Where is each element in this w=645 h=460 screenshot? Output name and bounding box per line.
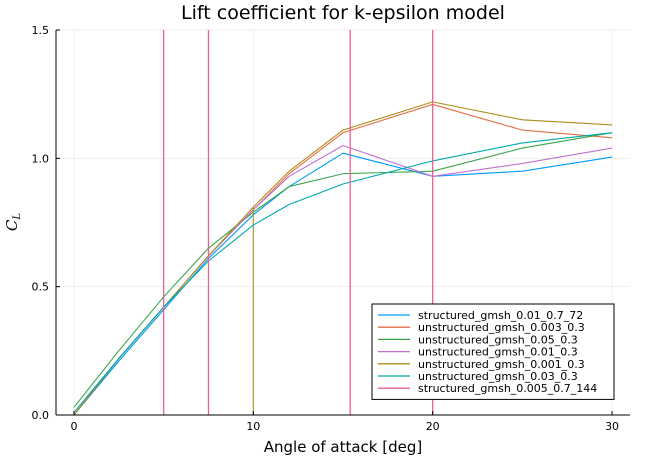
legend-item: unstructured_gmsh_0.003_0.3 [378,321,585,334]
series-line [73,152,613,416]
x-tick-label: 10 [246,420,260,433]
legend-label: unstructured_gmsh_0.03_0.3 [418,370,578,383]
series-layer [73,30,613,416]
legend-item: structured_gmsh_0.005_0.7_144 [378,382,597,395]
x-tick-label: 20 [426,420,440,433]
y-tick-label: 0.0 [32,409,50,422]
legend-item: unstructured_gmsh_0.01_0.3 [378,346,578,359]
y-axis-label-subscript: L [12,213,23,221]
axes: 0 10 20 30 0.0 0.5 1.0 1.5 [32,24,630,433]
series-unstructured_gmsh_0.03_0.3 [73,132,613,413]
series-unstructured_gmsh_0.05_0.3 [73,132,613,408]
legend-item: structured_gmsh_0.01_0.7_72 [378,309,583,322]
series-structured_gmsh_0.01_0.7_72 [73,152,613,416]
x-axis-label: Angle of attack [deg] [264,438,423,456]
legend-label: structured_gmsh_0.005_0.7_144 [418,382,597,395]
legend-item: unstructured_gmsh_0.001_0.3 [378,358,585,371]
legend-item: unstructured_gmsh_0.05_0.3 [378,333,578,346]
y-tick-label: 1.5 [32,24,50,37]
legend: structured_gmsh_0.01_0.7_72unstructured_… [371,303,615,400]
x-tick-label: 30 [605,420,619,433]
y-axis-label-main: C [3,219,21,231]
series-line [73,132,613,408]
legend-label: unstructured_gmsh_0.01_0.3 [418,346,578,359]
y-axis-label: CL [3,213,23,231]
legend-box [371,303,615,400]
x-tick-label: 0 [70,420,77,433]
legend-label: unstructured_gmsh_0.003_0.3 [418,321,585,334]
legend-label: structured_gmsh_0.01_0.7_72 [418,309,583,322]
legend-item: unstructured_gmsh_0.03_0.3 [378,370,578,383]
y-tick-label: 1.0 [32,152,50,165]
series-line [73,132,613,413]
legend-label: unstructured_gmsh_0.001_0.3 [418,358,585,371]
y-tick-label: 0.5 [32,281,50,294]
legend-label: unstructured_gmsh_0.05_0.3 [418,333,578,346]
chart-title: Lift coefficient for k-epsilon model [181,2,505,24]
